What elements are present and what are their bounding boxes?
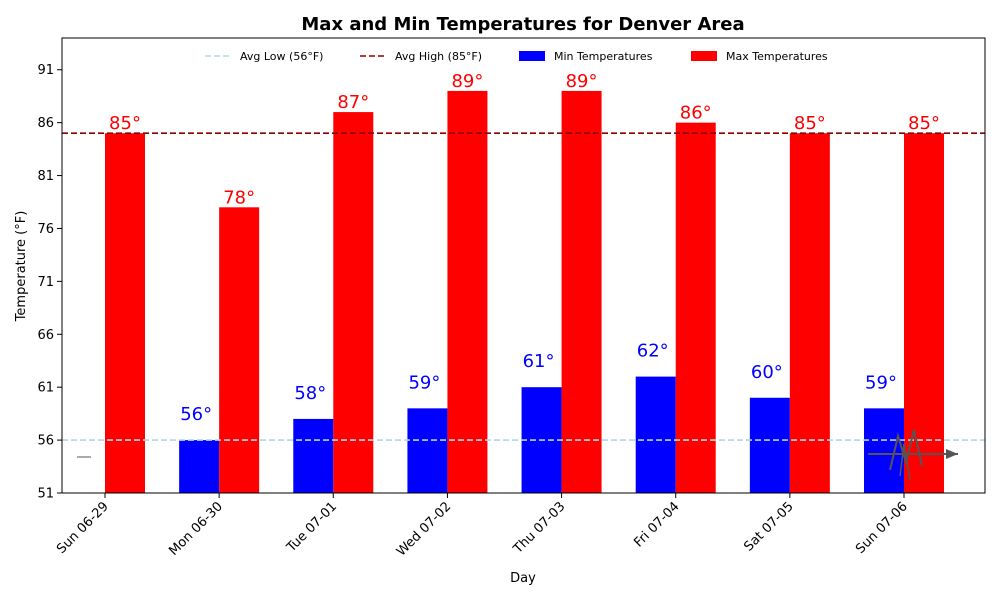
min-temp-label: 62°	[637, 341, 669, 362]
max-temp-label: 89°	[451, 71, 483, 92]
min-temp-bar	[749, 397, 790, 493]
logo-signal-wave	[889, 429, 923, 471]
max-temp-bar	[675, 122, 716, 494]
min-temp-bar	[407, 408, 448, 493]
x-axis-label: Day	[510, 571, 536, 586]
logo-signal-wave-2	[899, 443, 911, 481]
max-temp-bar	[105, 133, 145, 494]
legend-swatch	[519, 51, 545, 61]
min-temp-label: 59°	[865, 372, 897, 393]
legend-label: Max Temperatures	[726, 50, 828, 63]
max-temp-bar	[333, 112, 374, 494]
max-temp-bar	[219, 207, 260, 494]
y-tick-label: 56	[37, 434, 54, 449]
max-temp-bar	[447, 90, 488, 493]
min-temp-bar	[293, 418, 334, 493]
min-temp-label: 59°	[408, 372, 440, 393]
legend: Avg Low (56°F) Avg High (85°F) Min Tempera…	[205, 50, 828, 63]
y-tick-label: 86	[37, 116, 54, 131]
min-temp-label: 58°	[294, 383, 326, 404]
max-temp-label: 89°	[566, 71, 598, 92]
y-tick-label: 71	[37, 275, 54, 290]
min-temp-label: 56°	[180, 404, 212, 425]
max-temp-bar	[561, 90, 602, 493]
y-tick-label: 61	[37, 381, 54, 396]
legend-label: Avg High (85°F)	[395, 50, 482, 63]
y-tick-label: 76	[37, 222, 54, 237]
min-temp-label: 61°	[523, 351, 555, 372]
legend-label: Min Temperatures	[554, 50, 653, 63]
logo-arrow-head	[946, 449, 958, 459]
min-temp-label: 60°	[751, 362, 783, 383]
max-temp-label: 85°	[908, 113, 940, 134]
legend-label: Avg Low (56°F)	[240, 50, 323, 63]
max-temp-label: 78°	[223, 187, 255, 208]
y-tick-label: 91	[37, 63, 54, 78]
max-temp-label: 87°	[337, 92, 369, 113]
y-axis-label: Temperature (°F)	[14, 211, 29, 323]
legend-swatch	[691, 51, 717, 61]
min-temp-bar	[179, 440, 220, 493]
y-tick-label: 51	[37, 487, 54, 502]
plot-frame	[61, 37, 986, 494]
max-temp-bar	[789, 133, 830, 494]
max-temp-label: 86°	[680, 103, 712, 124]
y-tick-label: 81	[37, 169, 54, 184]
y-tick-label: 66	[37, 328, 54, 343]
min-temp-bar	[635, 376, 676, 493]
chart-title: Max and Min Temperatures for Denver Area	[301, 14, 744, 35]
max-temp-bar	[904, 133, 944, 494]
max-temp-label: 85°	[109, 113, 141, 134]
min-temp-bar	[864, 408, 904, 493]
max-temp-label: 85°	[794, 113, 826, 134]
watermark-logo	[868, 429, 958, 481]
